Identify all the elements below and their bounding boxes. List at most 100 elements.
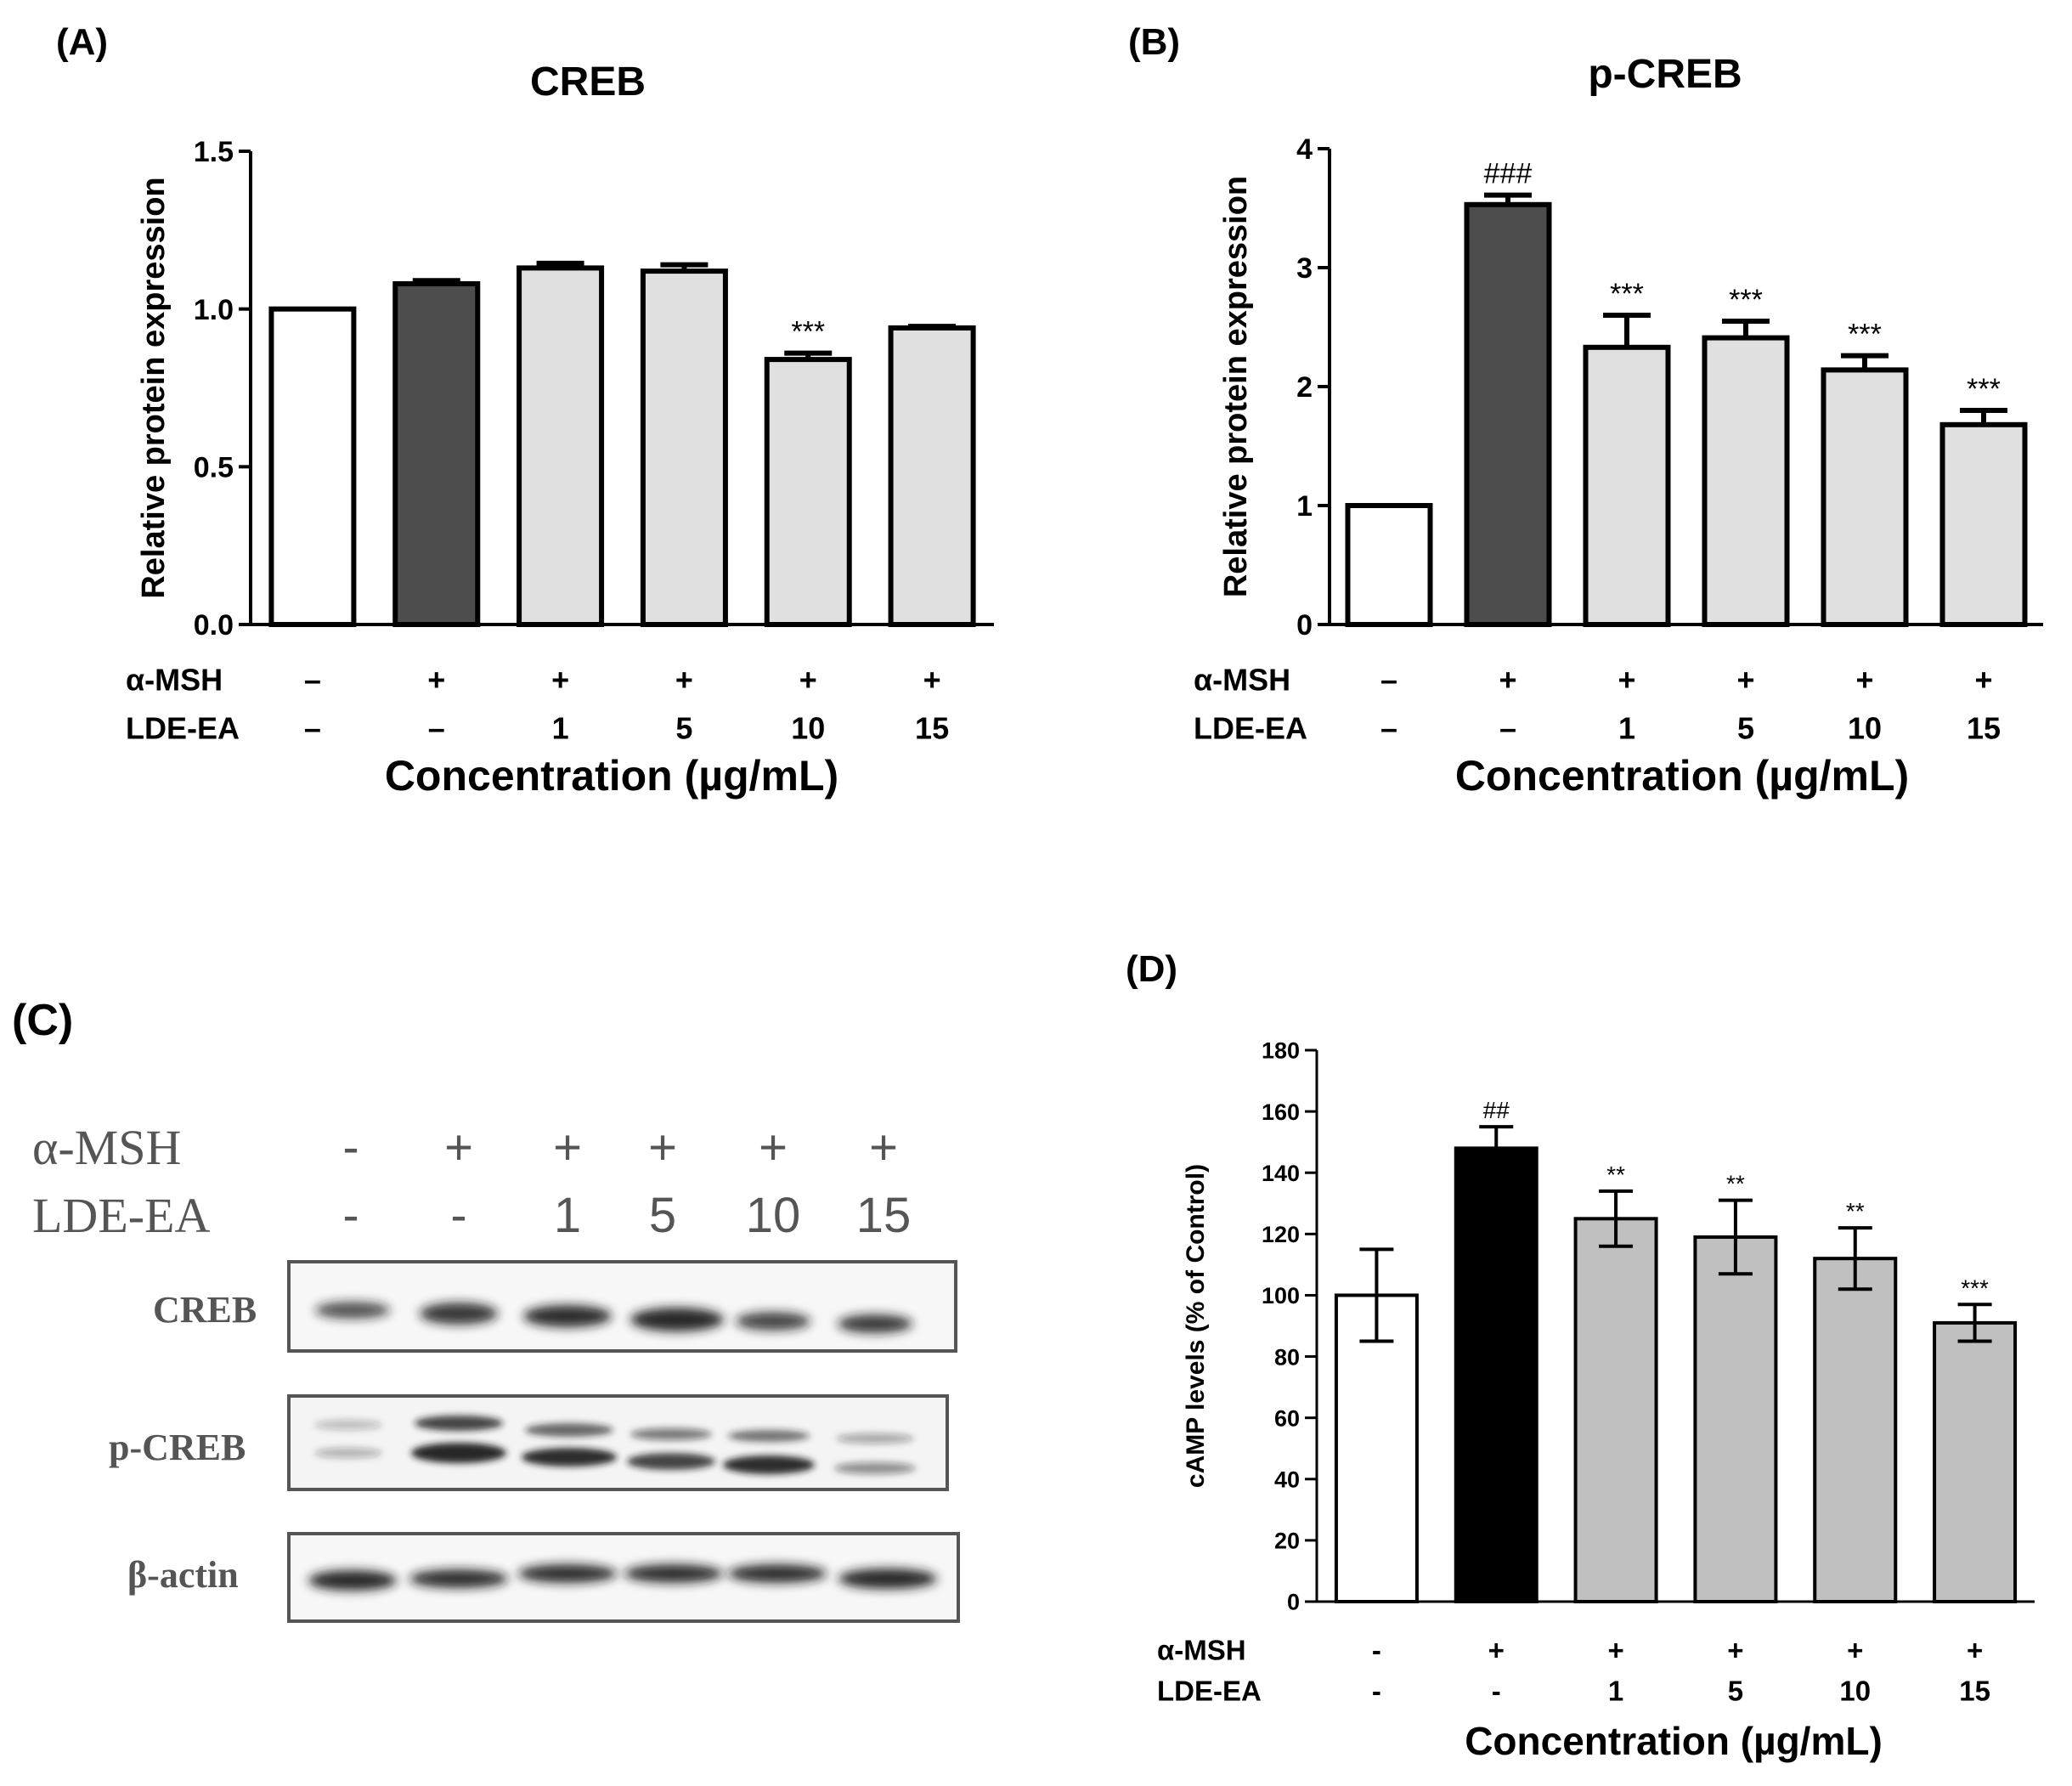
blot-msh-row-label: α-MSH bbox=[32, 1120, 181, 1175]
band-creb-2 bbox=[420, 1303, 498, 1325]
blot-lde-concentration: 5 bbox=[649, 1188, 676, 1243]
bar bbox=[1821, 367, 1909, 627]
lde-concentration: 1 bbox=[1608, 1676, 1623, 1707]
bar bbox=[1573, 1217, 1658, 1603]
bar bbox=[268, 306, 357, 627]
bar bbox=[1464, 201, 1552, 628]
western-blot: α-MSH LDE-EA --+-+1+5+10+15 CREB p-CREB … bbox=[32, 1120, 960, 1623]
msh-treatment: – bbox=[1380, 663, 1397, 698]
y-tick-label: 160 bbox=[1262, 1099, 1300, 1125]
msh-treatment: + bbox=[1847, 1635, 1863, 1666]
lde-concentration: 10 bbox=[1839, 1676, 1871, 1707]
msh-row-label: α-MSH bbox=[126, 663, 223, 698]
band-beta-actin-5 bbox=[728, 1564, 827, 1583]
bar bbox=[1334, 1293, 1419, 1603]
band-p-creb-upper-4 bbox=[630, 1428, 712, 1440]
y-tick-label: 2 bbox=[1296, 371, 1313, 404]
significance-marker: *** bbox=[1967, 373, 2001, 405]
lde-concentration: - bbox=[1372, 1676, 1381, 1707]
blot-lde-concentration: - bbox=[450, 1188, 466, 1243]
msh-treatment: – bbox=[304, 663, 321, 698]
y-tick-label: 0.0 bbox=[194, 609, 234, 641]
blot-msh-treatment: + bbox=[553, 1120, 582, 1175]
lde-row-label: LDE-EA bbox=[1157, 1676, 1262, 1707]
bar bbox=[888, 325, 976, 627]
band-creb-5 bbox=[736, 1312, 810, 1331]
significance-marker: ** bbox=[1606, 1161, 1625, 1188]
bar bbox=[1454, 1146, 1538, 1603]
bar bbox=[1693, 1235, 1778, 1603]
lde-concentration: 5 bbox=[1737, 711, 1754, 746]
y-tick-label: 100 bbox=[1262, 1283, 1300, 1308]
msh-treatment: + bbox=[1855, 663, 1873, 698]
lde-concentration: – bbox=[1380, 711, 1397, 746]
bar bbox=[1583, 344, 1671, 627]
msh-treatment: + bbox=[1488, 1635, 1505, 1666]
panel-label-c: (C) bbox=[12, 996, 73, 1045]
y-tick-label: 3 bbox=[1296, 252, 1313, 285]
band-p-creb-lower-3 bbox=[522, 1448, 617, 1467]
blot-lde-concentration: 15 bbox=[856, 1188, 912, 1243]
band-beta-actin-6 bbox=[838, 1568, 937, 1589]
panel-label-d: (D) bbox=[1126, 948, 1177, 990]
y-tick-label: 4 bbox=[1296, 133, 1313, 166]
lde-concentration: 5 bbox=[1728, 1676, 1743, 1707]
y-tick-label: 180 bbox=[1262, 1038, 1300, 1064]
band-p-creb-upper-3 bbox=[525, 1423, 613, 1437]
significance-marker: ** bbox=[1726, 1171, 1745, 1197]
msh-treatment: + bbox=[799, 663, 817, 698]
bar bbox=[640, 268, 728, 627]
chart-p-creb: p-CREB Relative protein expression 0 1 2 3 4 – –… bbox=[1194, 52, 2043, 800]
blot-lde-concentration: 10 bbox=[746, 1188, 801, 1243]
band-beta-actin-4 bbox=[624, 1564, 723, 1583]
chart-camp: cAMP levels (% of Control) 0 20 40 60 80 100 12… bbox=[1157, 1038, 2035, 1763]
blot-bands-p-creb bbox=[314, 1416, 916, 1474]
y-tick-label: 120 bbox=[1262, 1222, 1300, 1247]
msh-treatment: + bbox=[675, 663, 693, 698]
lde-concentration: 1 bbox=[1618, 711, 1635, 746]
lde-row-label: LDE-EA bbox=[1194, 711, 1307, 746]
chart-title: CREB bbox=[530, 59, 646, 105]
band-beta-actin-2 bbox=[409, 1569, 508, 1588]
band-creb-3 bbox=[523, 1305, 612, 1327]
blot-msh-treatment: + bbox=[444, 1120, 473, 1175]
band-p-creb-upper-2 bbox=[415, 1416, 503, 1431]
msh-treatment: + bbox=[1499, 663, 1516, 698]
y-tick-label: 60 bbox=[1274, 1405, 1300, 1431]
y-tick-label: 0.5 bbox=[194, 452, 234, 484]
band-p-creb-lower-5 bbox=[723, 1455, 815, 1474]
lde-concentration: 5 bbox=[675, 711, 692, 746]
msh-treatment: + bbox=[1727, 1635, 1743, 1666]
y-axis-label: Relative protein expression bbox=[136, 177, 172, 598]
msh-treatment: + bbox=[427, 663, 445, 698]
bar bbox=[1813, 1257, 1898, 1603]
bar bbox=[1345, 503, 1433, 627]
bar bbox=[392, 280, 481, 627]
significance-marker: ** bbox=[1846, 1198, 1865, 1224]
band-p-creb-upper-6 bbox=[836, 1433, 914, 1444]
msh-row-label: α-MSH bbox=[1194, 663, 1290, 698]
bar bbox=[1702, 335, 1790, 627]
lde-concentration: 15 bbox=[915, 711, 949, 746]
y-tick-label: 40 bbox=[1274, 1467, 1300, 1492]
y-tick-label: 1.5 bbox=[194, 136, 234, 168]
bar bbox=[517, 265, 605, 627]
band-p-creb-lower-4 bbox=[627, 1453, 715, 1470]
msh-treatment: + bbox=[551, 663, 569, 698]
lde-concentration: 15 bbox=[1959, 1676, 1990, 1707]
y-tick-label: 1.0 bbox=[194, 294, 234, 326]
band-p-creb-upper-5 bbox=[728, 1430, 810, 1442]
band-p-creb-upper-1 bbox=[314, 1420, 382, 1430]
significance-marker: ### bbox=[1484, 158, 1533, 190]
bar bbox=[1939, 421, 2028, 627]
y-tick-label: 80 bbox=[1274, 1344, 1300, 1370]
blot-frame-p-creb bbox=[287, 1394, 949, 1491]
band-creb-4 bbox=[630, 1308, 724, 1331]
blot-lde-row-label: LDE-EA bbox=[32, 1188, 210, 1243]
bar bbox=[764, 357, 852, 627]
msh-treatment: + bbox=[1607, 1635, 1623, 1666]
lde-concentration: 15 bbox=[1967, 711, 2001, 746]
significance-marker: *** bbox=[1610, 278, 1644, 310]
band-p-creb-lower-2 bbox=[411, 1443, 506, 1463]
